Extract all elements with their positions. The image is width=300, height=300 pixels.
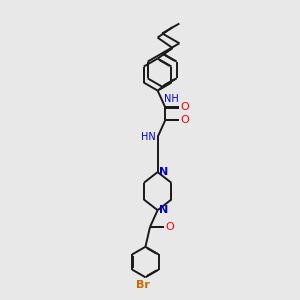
Text: Br: Br [136, 280, 150, 290]
Text: O: O [180, 102, 189, 112]
Text: O: O [180, 115, 189, 125]
Text: N: N [159, 167, 168, 177]
Text: N: N [159, 205, 168, 215]
Text: HN: HN [141, 132, 156, 142]
Text: O: O [165, 222, 174, 232]
Text: NH: NH [164, 94, 178, 104]
